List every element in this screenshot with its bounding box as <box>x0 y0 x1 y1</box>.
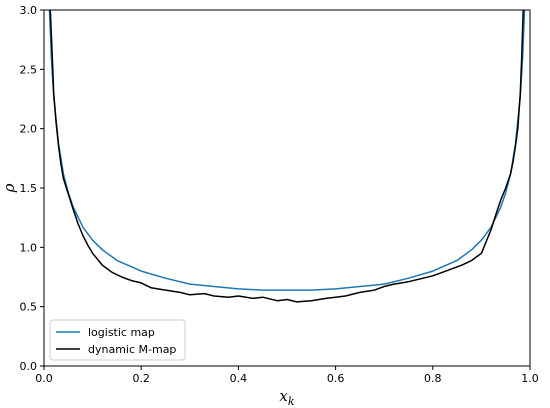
series-layer <box>48 10 526 303</box>
x-tick-label: 0.0 <box>35 372 53 385</box>
y-tick-label: 3.0 <box>20 4 38 17</box>
y-tick-label: 1.0 <box>20 241 38 254</box>
x-axis-label-main: x <box>279 387 288 405</box>
legend-box <box>49 319 186 361</box>
x-tick-label: 0.4 <box>230 372 248 385</box>
y-axis: 0.0 0.5 1.0 1.5 2.0 2.5 3.0 <box>20 4 44 373</box>
y-axis-label: ρ <box>0 183 18 193</box>
legend-label-logistic: logistic map <box>88 326 155 339</box>
y-tick-label: 0.0 <box>20 360 38 373</box>
x-tick-label: 1.0 <box>521 372 539 385</box>
x-axis-label: xk <box>279 387 294 408</box>
y-tick-label: 2.5 <box>20 63 38 76</box>
x-axis-label-subscript: k <box>288 395 295 408</box>
legend: logistic map dynamic M-map <box>49 319 186 361</box>
x-tick-label: 0.2 <box>132 372 150 385</box>
y-tick-label: 0.5 <box>20 301 38 314</box>
x-axis: 0.0 0.2 0.4 0.6 0.8 1.0 <box>35 366 539 385</box>
y-tick-label: 2.0 <box>20 123 38 136</box>
plot-background <box>44 10 530 366</box>
x-tick-label: 0.6 <box>327 372 345 385</box>
y-tick-label: 1.5 <box>20 182 38 195</box>
x-tick-label: 0.8 <box>424 372 442 385</box>
series-line-dynamic-m-map <box>49 10 524 303</box>
legend-label-mmap: dynamic M-map <box>88 343 176 356</box>
